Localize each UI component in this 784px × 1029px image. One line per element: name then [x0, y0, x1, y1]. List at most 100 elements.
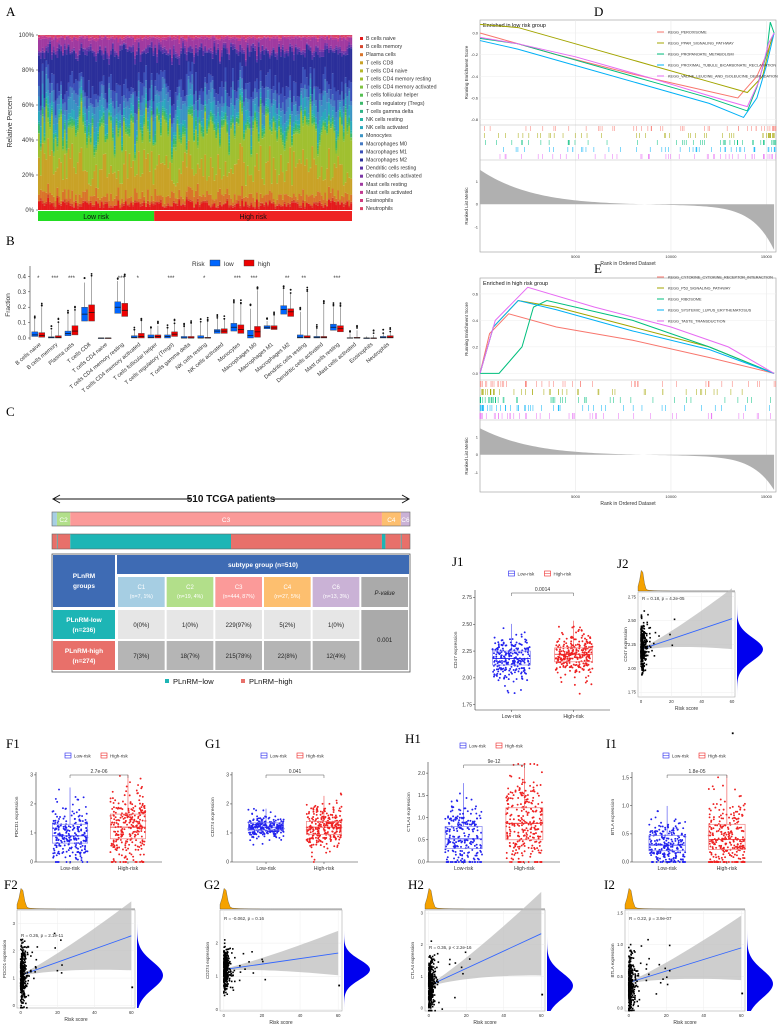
bar-segment — [60, 35, 63, 37]
significance-mark: * — [203, 276, 206, 282]
bar-segment — [259, 59, 262, 71]
bar-segment — [287, 36, 290, 39]
bar-segment — [141, 40, 144, 51]
y-axis-label: CD47 expression — [453, 631, 459, 668]
bar-segment — [195, 90, 198, 102]
bar-segment — [331, 39, 334, 50]
subtype-segment — [400, 512, 410, 526]
bar-segment — [263, 128, 266, 131]
bar-segment — [302, 202, 305, 210]
bar-segment — [74, 53, 77, 59]
bar-segment — [170, 154, 174, 158]
bar-segment — [146, 108, 150, 113]
bar-segment — [130, 167, 133, 197]
bar-segment — [187, 113, 190, 115]
bar-segment — [342, 35, 345, 37]
subtype-count: (n=444, 87%) — [223, 594, 255, 600]
bar-segment — [204, 110, 207, 112]
bar-segment — [126, 131, 129, 135]
bar-segment — [207, 48, 210, 50]
bar-segment — [311, 101, 314, 107]
bar-segment — [224, 122, 227, 162]
bar-segment — [320, 203, 323, 206]
bar-segment — [180, 37, 183, 38]
bar-segment — [211, 76, 214, 81]
bar-segment — [141, 83, 144, 96]
bar-segment — [76, 122, 79, 125]
bar-segment — [228, 54, 231, 60]
bar-segment — [342, 136, 345, 140]
bar-segment — [243, 137, 246, 140]
bar-segment — [146, 119, 150, 121]
bar-segment — [128, 114, 131, 125]
bar-segment — [71, 143, 74, 191]
bar-segment — [56, 146, 59, 151]
bar-segment — [333, 48, 336, 51]
bar-segment — [143, 126, 146, 150]
bar-segment — [45, 92, 48, 98]
bar-segment — [139, 110, 142, 116]
bar-segment — [74, 136, 77, 174]
bar-segment — [98, 45, 101, 47]
bar-segment — [224, 48, 227, 68]
bar-segment — [134, 188, 137, 201]
bar-segment — [152, 37, 155, 51]
bar-segment — [261, 138, 264, 139]
bar-segment — [165, 117, 168, 121]
bar-segment — [87, 40, 90, 47]
bar-segment — [331, 115, 334, 117]
bar-segment — [283, 203, 286, 210]
bar-segment — [204, 77, 207, 83]
bar-segment — [139, 115, 142, 124]
bar-segment — [95, 144, 98, 147]
risk-strip-segment — [70, 534, 231, 549]
bar-segment — [187, 47, 190, 48]
bar-segment — [302, 35, 305, 37]
bar-segment — [350, 130, 353, 133]
bar-segment — [217, 154, 220, 192]
bar-segment — [93, 145, 96, 147]
bar-segment — [119, 183, 122, 205]
bar-segment — [38, 123, 41, 126]
bar-segment — [322, 51, 325, 57]
data-point — [511, 652, 514, 655]
bar-segment — [122, 203, 126, 206]
bar-segment — [113, 56, 116, 92]
bar-segment — [244, 61, 247, 67]
bar-segment — [316, 38, 319, 42]
bar-segment — [255, 37, 258, 39]
bar-segment — [41, 143, 44, 192]
bar-segment — [209, 50, 212, 54]
bar-segment — [263, 206, 266, 210]
bar-segment — [152, 184, 155, 201]
bar-segment — [159, 41, 162, 45]
bar-segment — [292, 127, 295, 130]
bar-segment — [39, 140, 42, 143]
bar-segment — [217, 39, 220, 40]
bar-segment — [159, 51, 162, 71]
bar-segment — [152, 146, 155, 185]
bar-segment — [289, 98, 292, 109]
bar-segment — [182, 90, 185, 102]
bar-segment — [119, 128, 122, 131]
bar-segment — [243, 133, 246, 138]
bar-segment — [106, 139, 109, 178]
box — [147, 334, 155, 339]
bar-segment — [82, 112, 85, 115]
bar-segment — [337, 139, 340, 157]
bar-segment — [97, 52, 100, 54]
bar-segment — [180, 97, 183, 110]
bar-segment — [231, 49, 234, 69]
bar-segment — [139, 127, 142, 130]
bar-segment — [193, 141, 196, 142]
bar-segment — [226, 35, 229, 39]
bar-segment — [292, 81, 295, 97]
bar-segment — [124, 98, 127, 108]
bar-segment — [200, 123, 203, 126]
bar-segment — [187, 95, 190, 107]
bar-segment — [47, 36, 50, 38]
bar-segment — [84, 201, 87, 210]
bar-segment — [154, 145, 157, 169]
bar-segment — [278, 40, 281, 44]
bar-segment — [39, 58, 42, 106]
